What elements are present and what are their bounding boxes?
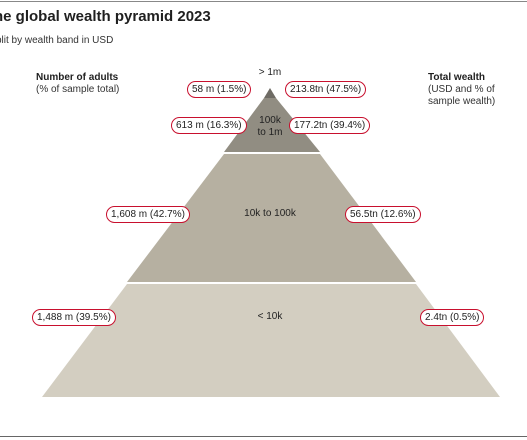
band-label-10k-100k: 10k to 100k — [244, 208, 296, 219]
adults-100k-1m-pill: 613 m (16.3%) — [171, 117, 247, 134]
band-label-100k-line2: to 1m — [257, 127, 283, 138]
tier-100k-1m-shape — [224, 98, 320, 152]
adults-10k-100k-pill: 1,608 m (42.7%) — [106, 206, 190, 223]
wealth-over-1m-pill: 213.8tn (47.5%) — [285, 81, 367, 98]
tier-10k-100k-shape — [127, 154, 416, 282]
tier-under-10k-shape — [42, 284, 500, 397]
wealth-header-title: Total wealth — [428, 72, 486, 83]
adults-header-note: (% of sample total) — [36, 84, 120, 95]
adults-column-header: Number of adults (% of sample total) — [36, 72, 119, 96]
wealth-100k-1m-pill: 177.2tn (39.4%) — [289, 117, 371, 134]
bottom-rule — [0, 436, 527, 437]
figure-subtitle: plit by wealth band in USD — [0, 35, 114, 46]
wealth-under-10k-pill: 2.4tn (0.5%) — [420, 309, 485, 326]
band-label-100k-1m: 100k to 1m — [250, 115, 290, 139]
adults-under-10k-pill: 1,488 m (39.5%) — [32, 309, 116, 326]
top-rule — [0, 1, 527, 2]
adults-over-1m-pill: 58 m (1.5%) — [187, 81, 252, 98]
tier-top-shape — [264, 88, 276, 98]
band-label-over-1m: > 1m — [258, 67, 282, 78]
wealth-column-header: Total wealth (USD and % of sample wealth… — [428, 72, 495, 108]
wealth-header-note-line1: (USD and % of — [428, 84, 495, 95]
band-label-100k-line1: 100k — [259, 115, 281, 126]
adults-header-title: Number of adults — [36, 72, 119, 83]
wealth-header-note-line2: sample wealth) — [428, 96, 496, 107]
wealth-10k-100k-pill: 56.5tn (12.6%) — [345, 206, 421, 223]
band-label-under-10k: < 10k — [257, 311, 283, 322]
figure-title: he global wealth pyramid 2023 — [0, 8, 211, 25]
